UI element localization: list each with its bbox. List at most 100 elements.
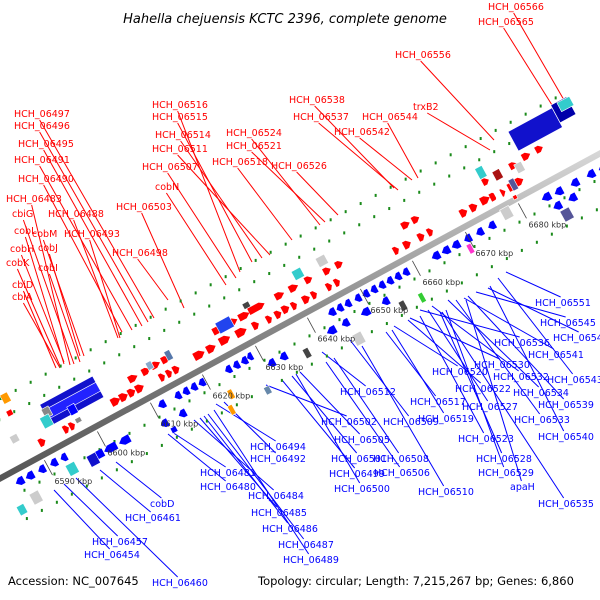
track-dot bbox=[338, 318, 341, 322]
kbp-tick-label: 6660 kbp bbox=[422, 278, 460, 287]
gene-block bbox=[397, 299, 409, 312]
gene-label: HCH_06510 bbox=[418, 487, 474, 498]
track-dot bbox=[118, 353, 121, 357]
forward-gene bbox=[458, 209, 468, 218]
kbp-tick-label: 6670 kbp bbox=[475, 249, 513, 258]
leader-line bbox=[475, 291, 566, 318]
gene-label: HCH_06547 bbox=[553, 333, 600, 344]
kbp-tick bbox=[412, 260, 421, 276]
reverse-gene bbox=[336, 303, 345, 312]
track-dot bbox=[388, 207, 391, 211]
reverse-gene bbox=[225, 364, 234, 374]
gene-label: HCH_06534 bbox=[513, 388, 569, 399]
forward-gene bbox=[481, 178, 489, 186]
map-title: Hahella chejuensis KCTC 2396, complete g… bbox=[123, 12, 447, 27]
rna-feature bbox=[416, 291, 428, 304]
kbp-tick bbox=[307, 317, 316, 333]
gene-label: HCH_06551 bbox=[535, 298, 591, 309]
track-dot bbox=[263, 358, 266, 362]
gene-label: HCH_06565 bbox=[478, 17, 534, 28]
leader-line bbox=[53, 489, 111, 550]
track-dot bbox=[58, 385, 61, 389]
leader-line bbox=[251, 138, 321, 226]
track-dot bbox=[323, 326, 326, 330]
track-dot bbox=[473, 245, 476, 249]
reverse-gene bbox=[570, 177, 581, 187]
leader-line bbox=[167, 433, 226, 482]
track-dot bbox=[403, 198, 406, 202]
track-dot bbox=[104, 340, 107, 344]
gene-label: HCH_06542 bbox=[334, 127, 390, 138]
track-dot bbox=[398, 285, 401, 289]
reverse-gene bbox=[247, 351, 255, 361]
leader-line bbox=[39, 131, 149, 323]
gene-label: HCH_06487 bbox=[278, 540, 334, 551]
leader-line bbox=[299, 371, 361, 435]
gene-block bbox=[74, 416, 83, 425]
rna-feature bbox=[474, 164, 488, 181]
track-dot bbox=[419, 169, 422, 173]
gene-label: HCH_06501 bbox=[331, 454, 387, 465]
gene-label: HCH_06457 bbox=[92, 537, 148, 548]
reverse-gene bbox=[541, 191, 553, 201]
operon-block bbox=[507, 107, 563, 152]
track-dot bbox=[218, 383, 221, 387]
gene-block bbox=[491, 168, 505, 182]
track-dot bbox=[280, 378, 283, 382]
leader-line bbox=[115, 461, 162, 499]
forward-gene bbox=[520, 152, 531, 162]
gene-label: HCH_06491 bbox=[14, 155, 70, 166]
accession-text: Accession: NC_007645 bbox=[8, 574, 139, 588]
forward-gene bbox=[164, 369, 172, 379]
track-dot bbox=[443, 261, 446, 265]
track-dot bbox=[103, 361, 106, 365]
track-dot bbox=[254, 258, 257, 262]
track-dot bbox=[223, 296, 226, 300]
gene-block bbox=[85, 451, 102, 468]
forward-gene bbox=[410, 216, 420, 225]
track-dot bbox=[370, 330, 373, 334]
forward-gene bbox=[300, 295, 310, 305]
gene-block bbox=[262, 384, 273, 396]
track-dot bbox=[149, 315, 152, 319]
track-dot bbox=[269, 250, 272, 254]
reverse-gene bbox=[328, 307, 338, 316]
track-dot bbox=[119, 332, 122, 336]
track-dot bbox=[385, 322, 388, 326]
rna-feature bbox=[226, 388, 237, 401]
gene-features bbox=[0, 95, 600, 517]
track-dot bbox=[314, 226, 317, 230]
label-leader-lines bbox=[16, 12, 579, 578]
reverse-gene bbox=[15, 475, 26, 485]
track-dot bbox=[520, 248, 523, 252]
leader-line bbox=[359, 137, 413, 181]
gene-label: HCH_06503 bbox=[116, 202, 172, 213]
track-dot bbox=[310, 362, 313, 366]
kbp-tick-label: 6630 kbp bbox=[265, 363, 303, 372]
leader-line bbox=[48, 273, 81, 363]
forward-gene bbox=[217, 335, 231, 346]
gene-label: cbiD bbox=[12, 280, 33, 291]
leader-line bbox=[467, 295, 565, 400]
track-dot bbox=[43, 393, 46, 397]
gene-label: HCH_06502 bbox=[321, 417, 377, 428]
track-dot bbox=[325, 354, 328, 358]
reverse-gene bbox=[553, 200, 564, 210]
reverse-gene bbox=[381, 296, 391, 306]
kbp-tick bbox=[150, 402, 159, 418]
gene-label: HCH_06517 bbox=[410, 397, 466, 408]
forward-gene bbox=[264, 315, 272, 324]
leader-line bbox=[291, 375, 358, 454]
leader-line bbox=[385, 331, 437, 397]
gene-block bbox=[28, 489, 44, 506]
gene-label: HCH_06490 bbox=[18, 174, 74, 185]
gene-label: HCH_06524 bbox=[226, 128, 282, 139]
gene-label: HCH_06497 bbox=[14, 109, 70, 120]
kbp-ticks: 6590 kbp 6600 kbp 6610 kbp 6620 kbp 6630 kbp… bbox=[44, 203, 566, 486]
track-dot bbox=[563, 196, 566, 200]
track-dot bbox=[148, 337, 151, 341]
track-dot bbox=[0, 397, 2, 401]
gene-label: cobJ bbox=[38, 243, 58, 254]
track-dot bbox=[83, 456, 86, 460]
track-dot bbox=[160, 443, 163, 447]
